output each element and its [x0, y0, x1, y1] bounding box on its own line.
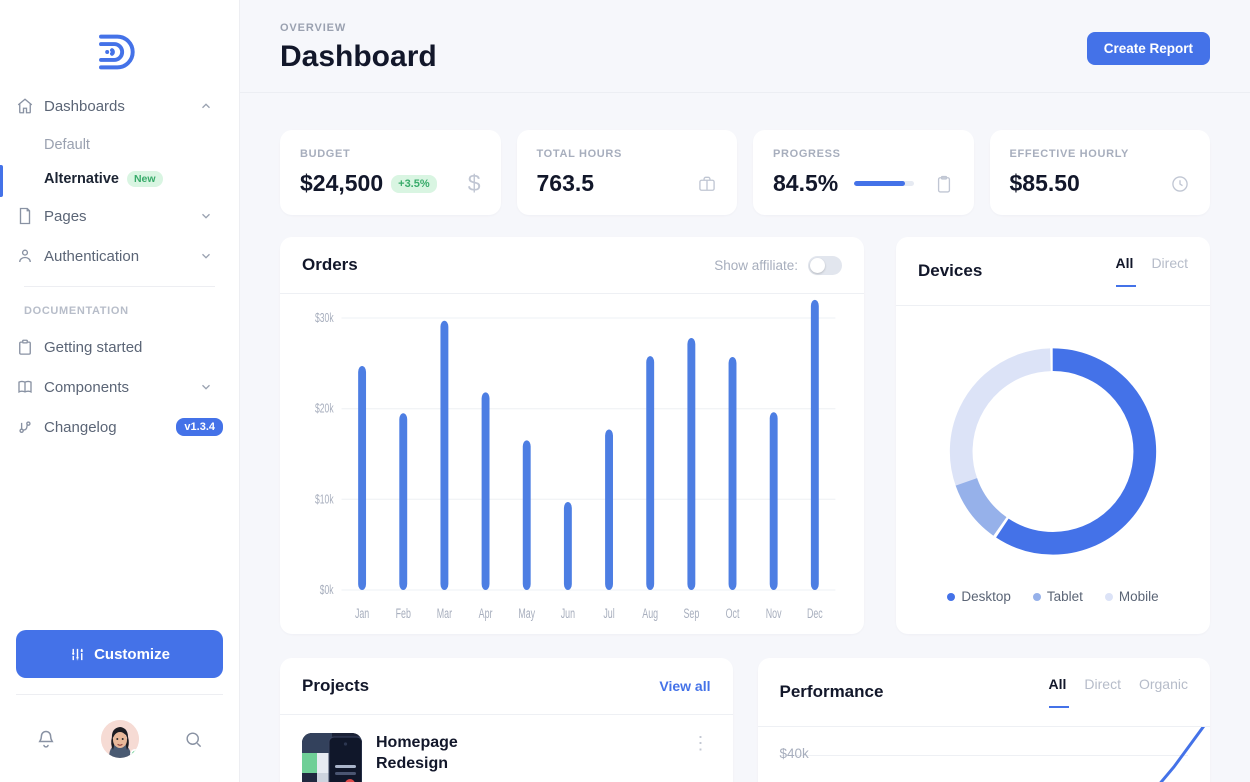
- svg-text:Jul: Jul: [603, 607, 614, 621]
- svg-text:Feb: Feb: [396, 607, 411, 621]
- svg-text:Aug: Aug: [642, 607, 658, 621]
- svg-text:$10k: $10k: [315, 493, 334, 507]
- svg-text:$20k: $20k: [315, 402, 334, 416]
- svg-text:$0k: $0k: [320, 583, 334, 597]
- svg-text:Oct: Oct: [726, 607, 740, 621]
- svg-text:Dec: Dec: [807, 607, 823, 621]
- svg-text:May: May: [518, 607, 535, 621]
- svg-text:Jan: Jan: [355, 607, 369, 621]
- svg-text:Apr: Apr: [479, 607, 493, 621]
- svg-text:Nov: Nov: [766, 607, 782, 621]
- svg-text:$30k: $30k: [315, 311, 334, 325]
- svg-text:Sep: Sep: [683, 607, 699, 621]
- svg-text:Jun: Jun: [561, 607, 575, 621]
- svg-text:Mar: Mar: [437, 607, 452, 621]
